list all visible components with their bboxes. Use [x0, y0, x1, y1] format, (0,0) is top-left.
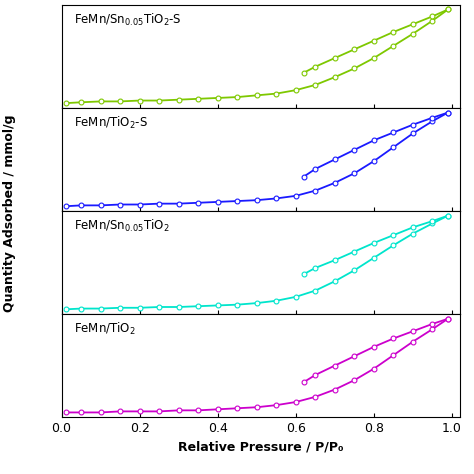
- Text: FeMn/TiO$_2$-S: FeMn/TiO$_2$-S: [73, 115, 147, 131]
- X-axis label: Relative Pressure / P/P₀: Relative Pressure / P/P₀: [178, 440, 344, 454]
- Text: FeMn/Sn$_{0.05}$TiO$_2$-S: FeMn/Sn$_{0.05}$TiO$_2$-S: [73, 12, 181, 28]
- Text: FeMn/TiO$_2$: FeMn/TiO$_2$: [73, 321, 136, 337]
- Text: Quantity Adsorbed / mmol/g: Quantity Adsorbed / mmol/g: [3, 115, 16, 312]
- Text: FeMn/Sn$_{0.05}$TiO$_2$: FeMn/Sn$_{0.05}$TiO$_2$: [73, 218, 169, 234]
